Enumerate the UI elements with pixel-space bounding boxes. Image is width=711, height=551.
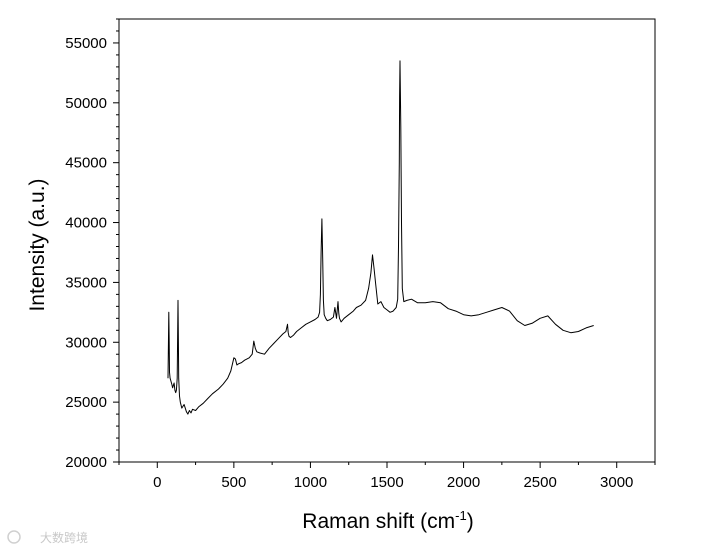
y-tick-label: 25000 — [65, 394, 107, 411]
x-tick-label: 0 — [153, 474, 161, 491]
y-axis-ticks: 20000 25000 30000 35000 40000 45000 50000 55000 — [65, 18, 119, 471]
y-tick-label: 55000 — [65, 35, 107, 52]
x-tick-label: 2000 — [447, 474, 480, 491]
x-tick-label: 1500 — [370, 474, 403, 491]
watermark-logo-icon — [7, 530, 21, 544]
plot-area-border — [118, 18, 656, 463]
y-tick-label: 40000 — [65, 215, 107, 232]
watermark-text: 大数跨境 — [40, 530, 88, 545]
y-tick-label: 30000 — [65, 334, 107, 351]
x-tick-label: 500 — [221, 474, 246, 491]
x-tick-label: 1000 — [294, 474, 327, 491]
x-axis-ticks: 0 500 1000 1500 2000 2500 3000 — [118, 462, 656, 491]
y-tick-label: 50000 — [65, 95, 107, 112]
x-tick-label: 3000 — [600, 474, 633, 491]
y-tick-label: 35000 — [65, 274, 107, 291]
x-axis-title: Raman shift (cm-1) — [302, 508, 473, 533]
y-tick-label: 45000 — [65, 155, 107, 172]
spectrum-line — [167, 60, 594, 415]
series-layer — [167, 60, 594, 415]
x-tick-label: 2500 — [523, 474, 556, 491]
y-axis-title: Intensity (a.u.) — [26, 178, 49, 311]
plot-frame — [118, 18, 656, 463]
y-tick-label: 20000 — [65, 454, 107, 471]
watermark: 大数跨境 — [7, 530, 88, 545]
